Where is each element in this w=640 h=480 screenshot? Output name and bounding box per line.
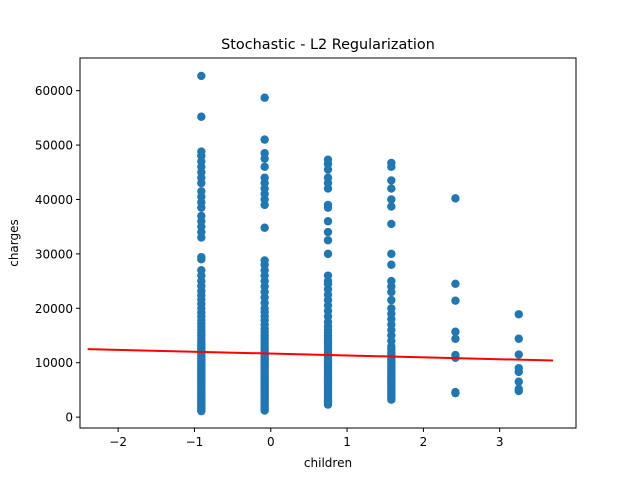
x-tick-label: 1: [343, 435, 351, 449]
data-point: [387, 176, 396, 185]
data-point: [197, 147, 206, 156]
y-axis-label: charges: [7, 219, 21, 267]
data-point: [197, 187, 206, 196]
data-point: [260, 162, 269, 172]
data-point: [323, 236, 333, 245]
y-tick-label: 60000: [35, 84, 73, 98]
data-point: [387, 276, 396, 286]
data-point: [451, 194, 460, 203]
data-point: [323, 227, 333, 237]
x-tick-label: −2: [109, 435, 127, 449]
data-point: [514, 377, 523, 386]
y-tick-label: 0: [65, 411, 73, 425]
data-point: [514, 310, 523, 319]
data-point: [514, 350, 523, 359]
data-point: [451, 327, 460, 336]
data-point: [387, 304, 396, 313]
data-point: [197, 71, 206, 81]
x-tick-label: 3: [496, 435, 504, 449]
y-tick-label: 30000: [35, 247, 73, 261]
data-point: [387, 184, 396, 193]
data-point: [387, 295, 396, 305]
data-point: [260, 93, 269, 102]
data-point: [197, 252, 206, 262]
scatter-points: [197, 71, 523, 416]
fit-line: [87, 348, 554, 362]
data-point: [387, 219, 396, 229]
data-point: [514, 384, 523, 394]
data-point: [323, 271, 333, 280]
data-point: [197, 211, 206, 220]
regression-line: [87, 348, 554, 362]
chart-title: Stochastic - L2 Regularization: [221, 37, 435, 53]
data-point: [260, 173, 269, 182]
data-point: [260, 223, 269, 232]
plot-frame: [79, 57, 577, 429]
x-axis-ticks: −2 −1 0 1 2 3: [109, 428, 504, 449]
data-point: [451, 387, 460, 397]
data-point: [260, 149, 269, 158]
data-point: [387, 260, 396, 269]
x-tick-label: 2: [420, 435, 428, 449]
data-point: [197, 266, 206, 275]
data-point: [323, 249, 333, 259]
y-tick-label: 40000: [35, 193, 73, 207]
data-point: [387, 195, 396, 204]
x-axis-label: children: [304, 456, 352, 470]
y-tick-label: 10000: [35, 356, 73, 370]
data-point: [323, 200, 333, 210]
data-point: [451, 296, 460, 305]
data-point: [514, 334, 523, 343]
data-point: [387, 158, 396, 168]
y-axis-ticks: 0 10000 20000 30000 40000 50000 60000: [35, 84, 80, 425]
y-tick-label: 50000: [35, 139, 73, 153]
data-point: [323, 155, 333, 164]
data-point: [387, 249, 396, 259]
data-point: [260, 256, 269, 265]
data-point: [451, 279, 460, 289]
data-point: [197, 112, 206, 121]
x-tick-label: 0: [267, 435, 275, 449]
y-tick-label: 20000: [35, 302, 73, 316]
data-point: [514, 363, 523, 373]
data-point: [323, 173, 333, 182]
data-point: [387, 202, 396, 211]
data-point: [323, 217, 333, 226]
data-point: [260, 135, 269, 144]
data-point: [451, 334, 460, 343]
x-tick-label: −1: [186, 435, 204, 449]
